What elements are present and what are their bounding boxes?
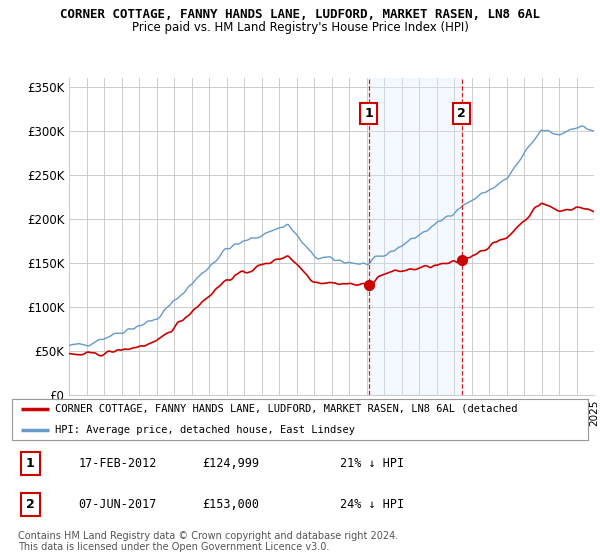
Bar (368, 78, 461, 395)
Text: 21% ↓ HPI: 21% ↓ HPI (340, 457, 404, 470)
Text: 1: 1 (364, 107, 373, 120)
Text: 1: 1 (26, 457, 35, 470)
Text: 17-FEB-2012: 17-FEB-2012 (78, 457, 157, 470)
Text: £153,000: £153,000 (202, 498, 259, 511)
Text: CORNER COTTAGE, FANNY HANDS LANE, LUDFORD, MARKET RASEN, LN8 6AL: CORNER COTTAGE, FANNY HANDS LANE, LUDFOR… (60, 8, 540, 21)
Text: Price paid vs. HM Land Registry's House Price Index (HPI): Price paid vs. HM Land Registry's House … (131, 21, 469, 34)
Text: CORNER COTTAGE, FANNY HANDS LANE, LUDFORD, MARKET RASEN, LN8 6AL (detached: CORNER COTTAGE, FANNY HANDS LANE, LUDFOR… (55, 404, 518, 414)
Text: 24% ↓ HPI: 24% ↓ HPI (340, 498, 404, 511)
Text: 2: 2 (26, 498, 35, 511)
Text: Contains HM Land Registry data © Crown copyright and database right 2024.
This d: Contains HM Land Registry data © Crown c… (18, 531, 398, 553)
Text: 2: 2 (457, 107, 466, 120)
Text: HPI: Average price, detached house, East Lindsey: HPI: Average price, detached house, East… (55, 425, 355, 435)
Text: £124,999: £124,999 (202, 457, 259, 470)
Text: 07-JUN-2017: 07-JUN-2017 (78, 498, 157, 511)
